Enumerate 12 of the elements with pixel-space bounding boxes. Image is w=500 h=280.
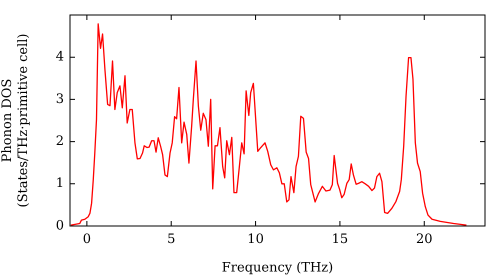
x-tick-label: 0 bbox=[82, 232, 92, 248]
x-tick-label: 5 bbox=[167, 232, 176, 248]
y-tick-label: 2 bbox=[56, 134, 64, 149]
x-tick-label: 20 bbox=[416, 232, 433, 248]
y-axis-title: Phonon DOS (States/THz·primitive cell) bbox=[0, 33, 31, 208]
x-tick-label: 10 bbox=[247, 232, 264, 248]
y-tick-label: 1 bbox=[56, 176, 64, 192]
x-tick-label: 15 bbox=[332, 232, 348, 248]
x-axis-title: Frequency (THz) bbox=[222, 260, 334, 276]
y-tick-label: 3 bbox=[56, 92, 64, 107]
y-tick-label: 4 bbox=[56, 50, 64, 65]
y-tick-label: 0 bbox=[56, 218, 64, 234]
